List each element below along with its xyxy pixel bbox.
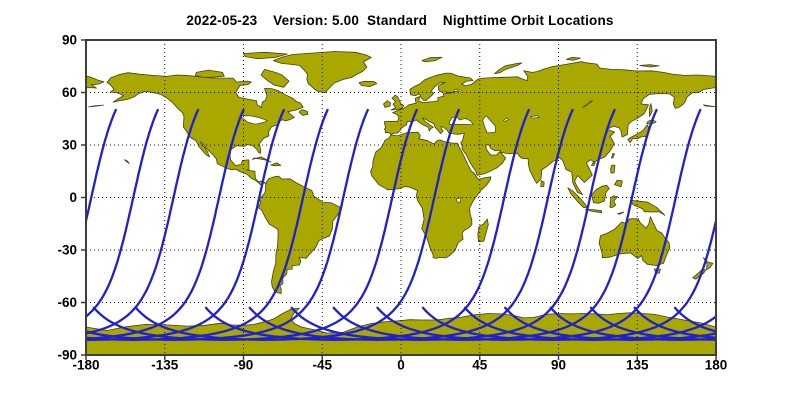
aleutians-east <box>88 104 104 108</box>
sakhalin <box>648 103 653 117</box>
ireland <box>383 100 391 108</box>
lake-balkhash <box>530 115 540 119</box>
victoria-island <box>195 69 225 78</box>
x-tick-label: 135 <box>626 358 649 373</box>
x-tick-label: -90 <box>234 358 254 373</box>
y-tick-label: -30 <box>57 243 77 258</box>
sulawesi <box>609 195 618 208</box>
timor <box>617 211 625 215</box>
x-tick-label: -45 <box>312 358 332 373</box>
mindanao <box>614 179 623 188</box>
caspian-sea <box>482 115 496 134</box>
orbit-track <box>86 108 159 318</box>
severnaya-zemlya <box>566 56 581 61</box>
y-tick-label: 90 <box>62 33 77 48</box>
plot-title: 2022-05-23 Version: 5.00 Standard Nightt… <box>186 13 614 28</box>
baffin-island <box>260 69 290 88</box>
y-tick-label: -90 <box>57 348 77 363</box>
x-tick-label: 180 <box>705 358 728 373</box>
new-siberian-islands <box>639 64 660 68</box>
x-axis-labels: -180 -135 -90 -45 0 45 90 135 180 <box>72 358 727 373</box>
orbit-track <box>86 108 245 340</box>
hawaii <box>124 159 130 164</box>
y-tick-label: 0 <box>69 190 77 205</box>
orbit-track <box>86 108 200 335</box>
orbit-track <box>376 108 702 341</box>
hainan <box>591 162 596 166</box>
aral-sea <box>503 117 509 122</box>
luzon <box>610 164 616 174</box>
svalbard <box>421 56 443 63</box>
y-axis-labels: -90 -60 -30 0 30 60 90 <box>57 33 77 363</box>
map-area <box>73 40 734 355</box>
eurasia <box>86 76 105 89</box>
lake-victoria <box>456 197 462 203</box>
north-america <box>106 72 304 186</box>
eurasia <box>384 61 716 196</box>
borneo <box>591 184 610 204</box>
land-layer <box>73 51 734 355</box>
tick-marks <box>81 39 717 360</box>
hispaniola <box>270 162 282 167</box>
taiwan <box>611 153 615 159</box>
new-guinea <box>629 199 666 216</box>
south-america <box>258 175 341 294</box>
lake-baikal <box>582 100 593 108</box>
plot-border <box>85 39 717 356</box>
grid-layer <box>86 40 716 355</box>
x-tick-label: -135 <box>151 358 179 373</box>
sumatra <box>567 187 587 209</box>
novaya-zemlya <box>494 62 523 74</box>
new-zealand-north <box>73 258 82 270</box>
ellesmere-island <box>243 51 288 60</box>
antarctica <box>715 326 716 355</box>
x-tick-label: 90 <box>551 358 566 373</box>
uk <box>390 94 405 111</box>
madagascar <box>477 218 489 243</box>
great-lakes <box>239 115 268 125</box>
lake-ladoga <box>453 88 459 92</box>
x-tick-label: 0 <box>397 358 405 373</box>
orbit-track <box>134 108 460 341</box>
x-tick-label: -180 <box>72 358 99 373</box>
java <box>585 209 602 214</box>
iceland <box>358 80 378 87</box>
aleutians-east <box>719 105 734 107</box>
y-tick-label: 60 <box>62 85 77 100</box>
orbit-tracks-layer <box>86 108 716 341</box>
y-tick-label: 30 <box>62 138 77 153</box>
aleutians-west <box>73 105 85 107</box>
newfoundland <box>298 109 309 116</box>
y-tick-label: -60 <box>57 295 77 310</box>
orbit-track <box>86 108 117 226</box>
cuba <box>252 156 272 163</box>
sri-lanka <box>540 180 545 188</box>
x-tick-label: 45 <box>472 358 488 373</box>
